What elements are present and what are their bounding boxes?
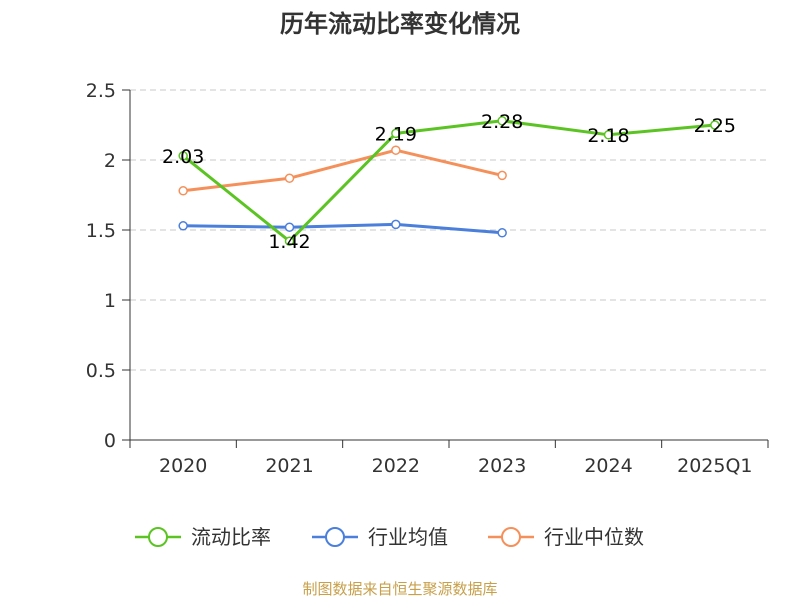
y-tick-label: 0 — [104, 430, 116, 452]
data-point[interactable] — [497, 116, 507, 126]
legend-marker-icon — [501, 527, 521, 547]
series-line — [182, 119, 715, 243]
data-point[interactable] — [391, 128, 401, 139]
y-tick-label: 2.5 — [86, 80, 116, 102]
data-point[interactable] — [178, 186, 188, 196]
data-point[interactable] — [710, 120, 720, 130]
y-tick-label: 0.5 — [86, 360, 116, 382]
data-point[interactable] — [391, 219, 401, 230]
y-tick-label: 2 — [104, 150, 116, 172]
x-tick-label: 2022 — [372, 455, 420, 477]
data-point[interactable] — [497, 170, 507, 181]
series-line — [183, 222, 503, 235]
data-point[interactable] — [603, 130, 614, 140]
axes: 0 0.5 1 1.5 2 2.5 2020 2021 2022 2023 2024 2025Q1 — [86, 80, 769, 477]
x-tick-label: 2024 — [584, 455, 632, 477]
y-tick-label: 1.5 — [86, 220, 116, 242]
source-note: 制图数据来自恒生聚源数据库 — [302, 580, 497, 598]
series-layer — [178, 116, 720, 246]
legend-marker-icon — [148, 527, 168, 547]
x-tick-label: 2025Q1 — [677, 455, 752, 477]
data-label: 2.28 — [481, 111, 523, 133]
series-line — [182, 148, 503, 193]
data-point[interactable] — [284, 173, 295, 183]
data-point[interactable] — [391, 145, 401, 155]
data-label: 2.18 — [587, 125, 629, 147]
grid-lines — [130, 89, 768, 371]
legend[interactable]: 流动比率 行业均值 行业中位数 — [135, 525, 644, 549]
y-tick-label: 1 — [104, 290, 116, 312]
data-point[interactable] — [284, 222, 295, 232]
data-point[interactable] — [497, 228, 507, 238]
x-tick-label: 2021 — [265, 455, 313, 477]
legend-item[interactable]: 行业均值 — [312, 525, 448, 549]
x-tick-label: 2023 — [478, 455, 526, 477]
x-tick-label: 2020 — [159, 455, 207, 477]
data-point[interactable] — [284, 236, 295, 246]
data-point[interactable] — [178, 151, 188, 161]
legend-marker-icon — [325, 527, 345, 547]
legend-item[interactable]: 流动比率 — [135, 525, 271, 549]
legend-label: 行业中位数 — [544, 525, 644, 549]
data-label: 2.19 — [375, 123, 417, 145]
data-point[interactable] — [178, 221, 188, 231]
legend-label: 行业均值 — [368, 525, 448, 549]
chart-title: 历年流动比率变化情况 — [280, 10, 520, 38]
data-label: 2.03 — [162, 146, 204, 168]
data-label: 1.42 — [268, 231, 310, 253]
data-label: 2.25 — [694, 115, 736, 137]
legend-item[interactable]: 行业中位数 — [488, 525, 644, 549]
legend-label: 流动比率 — [191, 525, 271, 549]
data-labels: 2.03 1.42 2.19 2.28 2.18 2.25 — [162, 111, 736, 253]
